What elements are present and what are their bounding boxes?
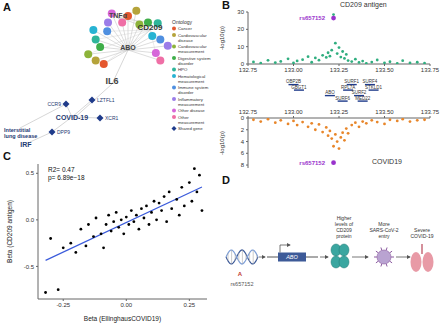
svg-text:IL6: IL6	[105, 76, 118, 86]
svg-text:2: 2	[241, 127, 245, 133]
svg-text:20: 20	[237, 26, 244, 32]
svg-text:10: 10	[237, 44, 244, 50]
svg-text:132.75: 132.75	[239, 67, 258, 73]
svg-text:TNFα: TNFα	[109, 12, 128, 19]
svg-text:SARS-CoV-2: SARS-CoV-2	[369, 227, 399, 233]
svg-text:133.00: 133.00	[284, 109, 303, 115]
svg-text:SURF6: SURF6	[335, 96, 350, 101]
svg-text:RPL7A: RPL7A	[341, 85, 355, 90]
svg-text:entry: entry	[378, 233, 390, 239]
svg-text:COVID-19: COVID-19	[56, 114, 88, 121]
svg-text:ABO: ABO	[285, 254, 298, 260]
html-text:B: B	[222, 0, 230, 11]
svg-text:Immune system: Immune system	[178, 85, 209, 90]
svg-text:Beta (CD209 antigen): Beta (CD209 antigen)	[6, 200, 14, 263]
svg-text:disorder: disorder	[178, 90, 194, 95]
svg-text:133.75: 133.75	[421, 109, 440, 115]
svg-text:0: 0	[241, 115, 245, 121]
html-text:C: C	[3, 150, 11, 162]
svg-text:protein: protein	[336, 233, 352, 239]
html-text:A: A	[3, 1, 11, 13]
svg-text:SURF2: SURF2	[352, 90, 367, 95]
svg-text:Cancer: Cancer	[178, 26, 192, 31]
svg-text:STKLD1: STKLD1	[365, 85, 383, 90]
svg-text:Other: Other	[178, 114, 189, 120]
svg-text:133.25: 133.25	[330, 109, 349, 115]
svg-text:rs657152: rs657152	[231, 281, 254, 287]
svg-text:0.5: 0.5	[26, 170, 35, 176]
svg-text:measurement: measurement	[178, 120, 205, 125]
svg-text:CD209: CD209	[138, 23, 163, 32]
svg-text:SURF1: SURF1	[344, 79, 359, 84]
svg-text:Beta (EllinghausCOVID19): Beta (EllinghausCOVID19)	[84, 315, 161, 323]
html-text:CD209 antigen: CD209 antigen	[340, 1, 387, 8]
svg-text:133.00: 133.00	[284, 67, 303, 73]
svg-text:-log10(p): -log10(p)	[219, 26, 225, 50]
html-text:p= 6.89e−18: p= 6.89e−18	[48, 174, 85, 181]
svg-text:GBGT1: GBGT1	[291, 85, 307, 90]
svg-text:LZTFL1: LZTFL1	[97, 97, 115, 103]
html-text:D: D	[222, 174, 230, 186]
html-text:COVID19: COVID19	[372, 158, 402, 165]
svg-text:HPO: HPO	[178, 67, 188, 72]
svg-text:0.0: 0.0	[26, 217, 35, 223]
svg-text:OBP2B: OBP2B	[286, 79, 301, 84]
svg-text:133.25: 133.25	[330, 67, 349, 73]
svg-text:133.75: 133.75	[421, 67, 440, 73]
svg-text:measurement: measurement	[178, 49, 205, 54]
svg-text:levels of: levels of	[334, 221, 354, 227]
svg-text:lung disease: lung disease	[4, 133, 37, 139]
svg-text:6: 6	[241, 150, 245, 156]
svg-text:SURF4: SURF4	[363, 79, 378, 84]
svg-text:XCR1: XCR1	[105, 115, 119, 121]
svg-text:Higher: Higher	[336, 215, 352, 221]
svg-text:rs657152: rs657152	[299, 160, 325, 166]
svg-text:-0.25: -0.25	[56, 302, 70, 308]
svg-text:IRF: IRF	[20, 141, 32, 148]
svg-text:ABO: ABO	[325, 90, 335, 95]
svg-text:disease: disease	[178, 38, 193, 43]
svg-text:Cardiovascular: Cardiovascular	[178, 32, 207, 38]
svg-text:disorder: disorder	[178, 61, 194, 66]
svg-text:-0.5: -0.5	[24, 264, 35, 270]
svg-text:DPP9: DPP9	[57, 129, 70, 135]
svg-text:A: A	[238, 271, 243, 277]
svg-text:Severe: Severe	[414, 227, 430, 233]
svg-text:rs657152: rs657152	[299, 15, 325, 21]
svg-text:Hematological: Hematological	[178, 73, 206, 79]
svg-text:4: 4	[241, 139, 245, 145]
svg-text:133.50: 133.50	[375, 109, 394, 115]
svg-text:Digestive system: Digestive system	[178, 55, 211, 61]
svg-text:Interstitial: Interstitial	[4, 127, 31, 133]
svg-text:8: 8	[241, 162, 245, 168]
svg-text:133.50: 133.50	[375, 67, 394, 73]
svg-text:Cardiovascular: Cardiovascular	[178, 44, 207, 49]
svg-text:measurement: measurement	[178, 102, 205, 107]
svg-text:-log10(p): -log10(p)	[219, 131, 225, 155]
svg-text:measurement: measurement	[178, 79, 205, 84]
svg-text:30: 30	[237, 9, 244, 15]
svg-text:ABO: ABO	[120, 44, 136, 51]
svg-text:COVID-19: COVID-19	[410, 233, 433, 239]
svg-text:Ontology: Ontology	[172, 19, 193, 25]
svg-text:132.75: 132.75	[239, 109, 258, 115]
html-text:R2= 0.47: R2= 0.47	[48, 166, 75, 173]
svg-text:Inflammatory: Inflammatory	[178, 96, 203, 102]
svg-text:0: 0	[241, 61, 245, 67]
svg-text:More: More	[378, 221, 390, 227]
svg-text:CD209: CD209	[336, 227, 352, 233]
svg-text:MED22: MED22	[355, 96, 371, 101]
svg-text:CCR9: CCR9	[47, 101, 61, 107]
svg-text:0.00: 0.00	[120, 302, 132, 308]
svg-text:Shared gene: Shared gene	[178, 126, 203, 131]
svg-text:0.25: 0.25	[183, 302, 195, 308]
svg-text:Other disease: Other disease	[178, 108, 205, 113]
